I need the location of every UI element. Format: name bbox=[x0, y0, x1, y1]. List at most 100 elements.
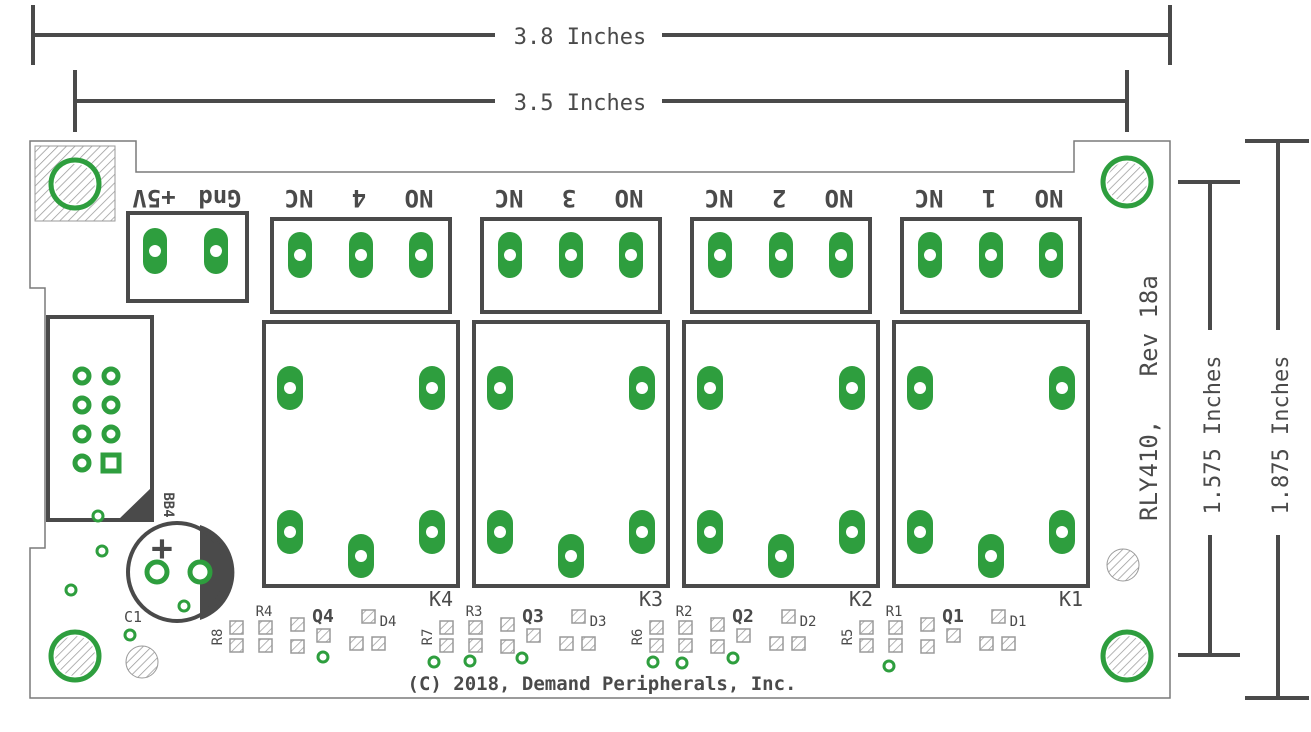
relay-pad-drill bbox=[704, 526, 716, 538]
smd-pad bbox=[888, 620, 903, 635]
diode-label: D3 bbox=[590, 614, 607, 630]
relay-pad-drill bbox=[284, 382, 296, 394]
outer-height-label: 1.875 Inches bbox=[1269, 356, 1294, 515]
relay-body-k3 bbox=[472, 320, 670, 588]
resistor-label: R7 bbox=[420, 629, 436, 646]
smd-pad bbox=[229, 620, 244, 635]
board-id-label: RLY410, Rev 18a bbox=[1135, 275, 1163, 521]
terminal-pad-drill bbox=[415, 249, 427, 261]
terminal-pad-drill bbox=[835, 249, 847, 261]
capacitor-label: C1 bbox=[124, 608, 142, 626]
terminal-pad-drill bbox=[985, 249, 997, 261]
relay-pad-drill bbox=[636, 526, 648, 538]
resistor-label: R1 bbox=[886, 604, 903, 620]
smd-pad bbox=[361, 609, 376, 624]
terminal-pad-drill bbox=[355, 249, 367, 261]
smd-pad bbox=[781, 609, 796, 624]
smd-pad bbox=[349, 636, 364, 651]
relay-channels: NC 4 NO K4 R8 R4 Q4 D4 NC 3 NO K3 R7 R3 Q3 D3 NC 2 NO K2 R6 R… bbox=[210, 184, 1090, 654]
relay-body-k4 bbox=[262, 320, 460, 588]
mounting-hole bbox=[55, 636, 95, 676]
terminal-label-number: 3 bbox=[562, 184, 576, 212]
power-connector bbox=[126, 211, 249, 303]
mounting-hole bbox=[55, 164, 95, 204]
smd-pad bbox=[946, 628, 961, 643]
smd-pad bbox=[1001, 636, 1016, 651]
smd-pad bbox=[736, 628, 751, 643]
power-connector-pads bbox=[143, 228, 228, 274]
diode-label: D1 bbox=[1010, 614, 1027, 630]
smd-pad bbox=[791, 636, 806, 651]
smd-pad bbox=[571, 609, 586, 624]
smd-pad bbox=[991, 609, 1006, 624]
terminal-pad-drill bbox=[1045, 249, 1057, 261]
smd-pad bbox=[710, 617, 725, 632]
terminal-pad-drill bbox=[625, 249, 637, 261]
terminal-pad-drill bbox=[565, 249, 577, 261]
ic-label: BB4 bbox=[160, 492, 176, 517]
relay-pad-drill bbox=[846, 526, 858, 538]
terminal-label-nc: NC bbox=[915, 184, 944, 212]
relay-pad-drill bbox=[985, 550, 997, 562]
smd-pad bbox=[888, 638, 903, 653]
terminal-pad-drill bbox=[294, 249, 306, 261]
resistor-label: R5 bbox=[840, 629, 856, 646]
smd-pad bbox=[859, 638, 874, 653]
smd-pad bbox=[979, 636, 994, 651]
diode-label: D4 bbox=[380, 614, 397, 630]
terminal-block-k3 bbox=[480, 217, 662, 314]
vias bbox=[64, 509, 896, 673]
terminal-pad-drill bbox=[775, 249, 787, 261]
capacitor-c1 bbox=[126, 521, 235, 623]
terminal-label-nc: NC bbox=[705, 184, 734, 212]
transistor-label: Q3 bbox=[522, 606, 544, 627]
terminal-pad-drill bbox=[924, 249, 936, 261]
diode-label: D2 bbox=[800, 614, 817, 630]
resistor-label: R2 bbox=[676, 604, 693, 620]
smd-pad bbox=[371, 636, 386, 651]
relay-body-k2 bbox=[682, 320, 880, 588]
relay-pad-drill bbox=[914, 526, 926, 538]
relay-label: K3 bbox=[639, 587, 663, 611]
header-pin1-marker bbox=[118, 487, 152, 520]
smd-pad bbox=[229, 638, 244, 653]
transistor-label: Q1 bbox=[942, 606, 964, 627]
smd-pad bbox=[678, 620, 693, 635]
smd-pad bbox=[526, 628, 541, 643]
smd-pad bbox=[920, 617, 935, 632]
relay-pad-drill bbox=[636, 382, 648, 394]
dimension-lines bbox=[31, 5, 1309, 700]
relay-pad-drill bbox=[704, 382, 716, 394]
copyright-label: (C) 2018, Demand Peripherals, Inc. bbox=[408, 673, 797, 695]
terminal-label-number: 1 bbox=[982, 184, 996, 212]
smd-pad bbox=[559, 636, 574, 651]
relay-pad-drill bbox=[494, 382, 506, 394]
relay-pad-drill bbox=[426, 526, 438, 538]
terminal-label-nc: NC bbox=[495, 184, 524, 212]
smd-pad bbox=[439, 638, 454, 653]
relay-body-k1 bbox=[892, 320, 1090, 588]
smd-pad bbox=[468, 638, 483, 653]
relay-label: K1 bbox=[1059, 587, 1083, 611]
terminal-block-k1 bbox=[900, 217, 1082, 314]
resistor-label: R8 bbox=[210, 629, 226, 646]
smd-pad bbox=[710, 639, 725, 654]
relay-pad-drill bbox=[1056, 382, 1068, 394]
inner-width-label: 3.5 Inches bbox=[514, 91, 646, 116]
gnd-label: Gnd bbox=[198, 184, 241, 212]
header-connector bbox=[46, 315, 154, 522]
board-outline bbox=[29, 140, 1171, 699]
resistor-label: R4 bbox=[256, 604, 273, 620]
smd-pad bbox=[500, 617, 515, 632]
terminal-label-number: 4 bbox=[352, 184, 366, 212]
smd-pad bbox=[859, 620, 874, 635]
terminal-block-k4 bbox=[270, 217, 452, 314]
fiducial bbox=[1106, 548, 1140, 582]
relay-pad-drill bbox=[565, 550, 577, 562]
terminal-label-number: 2 bbox=[772, 184, 786, 212]
resistor-label: R3 bbox=[466, 604, 483, 620]
terminal-label-no: NO bbox=[1035, 184, 1064, 212]
relay-pad-drill bbox=[1056, 526, 1068, 538]
smd-pad bbox=[290, 617, 305, 632]
